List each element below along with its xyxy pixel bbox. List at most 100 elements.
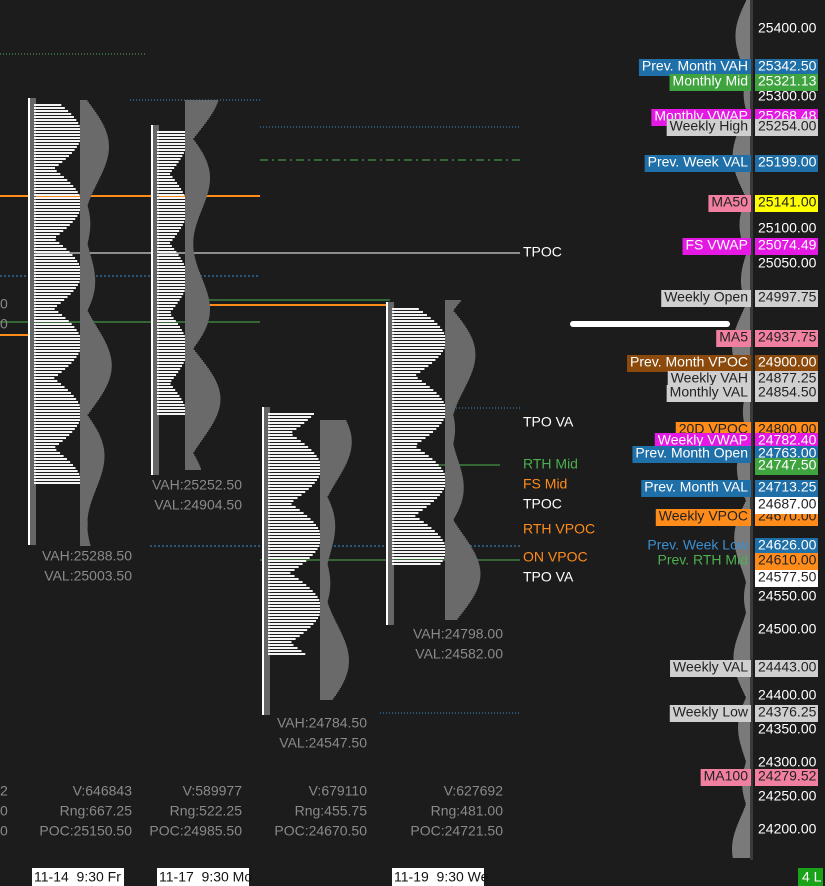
price-tag-bg bbox=[755, 538, 818, 555]
volume-bar bbox=[185, 228, 196, 230]
tpo-bar bbox=[392, 422, 442, 424]
volume-bar bbox=[185, 188, 209, 190]
volume-bar bbox=[320, 542, 334, 544]
tpo-bar bbox=[34, 392, 71, 394]
tpo-bar bbox=[392, 542, 445, 544]
profile-label: FS Mid bbox=[523, 476, 567, 492]
tpo-bar bbox=[392, 386, 430, 388]
volume-bar bbox=[445, 606, 467, 608]
volume-bar bbox=[744, 588, 750, 590]
volume-bar bbox=[732, 350, 750, 352]
tpo-bar bbox=[392, 341, 447, 343]
volume-bar bbox=[320, 460, 348, 462]
volume-bar bbox=[735, 42, 750, 44]
tpo-bar bbox=[268, 419, 308, 421]
volume-bar bbox=[445, 534, 464, 536]
volume-bar bbox=[445, 512, 458, 514]
volume-bar bbox=[320, 682, 344, 684]
volume-bar bbox=[736, 174, 750, 176]
tpo-bar bbox=[34, 299, 65, 301]
tpo-bar bbox=[157, 413, 188, 415]
volume-bar bbox=[80, 202, 89, 204]
volume-bar bbox=[445, 544, 471, 546]
volume-bar bbox=[185, 376, 214, 378]
level-label-bg bbox=[644, 155, 751, 172]
volume-bar bbox=[185, 458, 197, 460]
tpo-bar bbox=[392, 365, 429, 367]
volume-bar bbox=[445, 524, 457, 526]
volume-bar bbox=[185, 294, 208, 296]
volume-bar bbox=[745, 106, 750, 108]
volume-bar bbox=[80, 542, 90, 544]
volume-bar bbox=[735, 526, 750, 528]
volume-bar bbox=[80, 132, 107, 134]
volume-bar bbox=[320, 634, 343, 636]
volume-bar bbox=[745, 614, 750, 616]
volume-bar bbox=[185, 130, 200, 132]
volume-bar bbox=[185, 328, 206, 330]
volume-bar bbox=[737, 50, 750, 52]
tpo-bar bbox=[268, 452, 315, 454]
volume-bar bbox=[445, 442, 454, 444]
tpo-bar bbox=[392, 431, 434, 433]
tpo-bar bbox=[157, 269, 187, 271]
tpo-bar bbox=[392, 377, 418, 379]
tpo-bar bbox=[157, 266, 186, 268]
volume-bar bbox=[80, 504, 91, 506]
tpo-bar bbox=[34, 248, 67, 250]
tpo-bar bbox=[268, 473, 321, 475]
volume-bar bbox=[445, 424, 455, 426]
volume-bar bbox=[320, 672, 348, 674]
tpo-bar bbox=[268, 638, 296, 640]
volume-bar bbox=[80, 250, 90, 252]
tpo-bar bbox=[392, 443, 418, 445]
tpo-bar bbox=[157, 188, 182, 190]
tpo-bar bbox=[34, 155, 69, 157]
volume-bar bbox=[185, 218, 199, 220]
volume-bar bbox=[185, 398, 221, 400]
tpo-bar bbox=[392, 488, 444, 490]
volume-bar bbox=[80, 496, 94, 498]
tpo-bar bbox=[34, 152, 72, 154]
volume-bar bbox=[742, 506, 750, 508]
volume-bar bbox=[185, 410, 219, 412]
price-tag: 25199.00 bbox=[758, 154, 817, 170]
volume-bar bbox=[185, 190, 209, 192]
volume-bar bbox=[320, 570, 330, 572]
volume-bar bbox=[185, 462, 199, 464]
tpo-bar bbox=[268, 458, 319, 460]
tpo-bar bbox=[157, 257, 181, 259]
tpo-bar bbox=[157, 281, 188, 283]
tpo-bar bbox=[268, 500, 294, 502]
tpo-bar bbox=[157, 398, 182, 400]
tpo-bar bbox=[392, 395, 440, 397]
volume-bar bbox=[185, 272, 200, 274]
tpo-bar bbox=[392, 317, 431, 319]
level-label: Prev. Week VAL bbox=[648, 154, 749, 170]
tpo-bar bbox=[34, 284, 78, 286]
volume-bar bbox=[320, 640, 345, 642]
tpo-bar bbox=[34, 305, 58, 307]
volume-bar bbox=[80, 324, 96, 326]
volume-bar bbox=[741, 746, 750, 748]
volume-bar bbox=[445, 520, 454, 522]
tpo-bar bbox=[268, 428, 297, 430]
volume-bar bbox=[739, 14, 750, 16]
volume-bar bbox=[185, 286, 206, 288]
volume-bar bbox=[735, 550, 750, 552]
tpo-bar bbox=[268, 437, 297, 439]
volume-bar bbox=[445, 604, 469, 606]
volume-bar bbox=[80, 440, 102, 442]
volume-bar bbox=[445, 440, 454, 442]
volume-bar bbox=[740, 628, 750, 630]
volume-bar bbox=[80, 512, 89, 514]
price-tag: 25321.13 bbox=[758, 73, 817, 89]
volume-bar bbox=[743, 94, 750, 96]
volume-bar bbox=[80, 510, 89, 512]
volume-bar bbox=[744, 808, 750, 810]
volume-bar bbox=[320, 588, 331, 590]
volume-bar bbox=[445, 404, 457, 406]
volume-bar bbox=[80, 420, 92, 422]
volume-bar bbox=[80, 344, 107, 346]
volume-bar bbox=[185, 300, 210, 302]
